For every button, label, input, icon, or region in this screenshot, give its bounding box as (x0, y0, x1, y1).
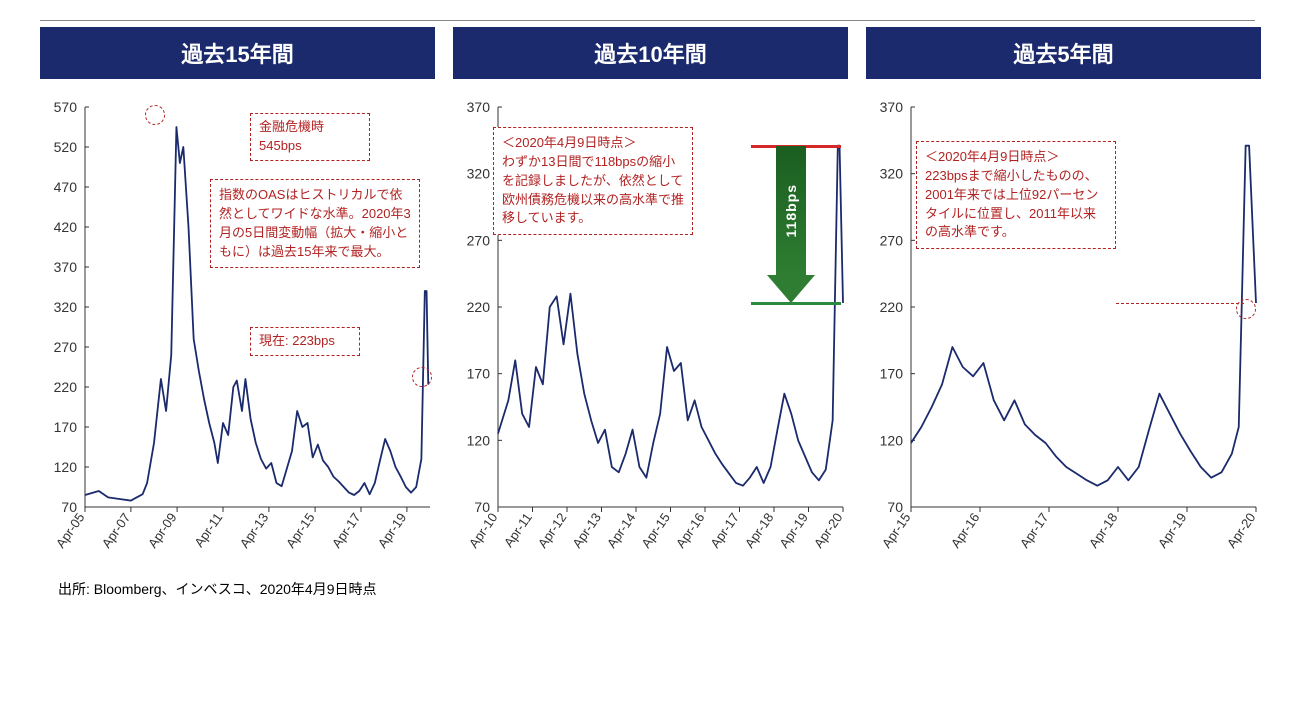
svg-text:120: 120 (54, 459, 78, 475)
panel-15y-title: 過去15年間 (40, 27, 435, 79)
svg-text:170: 170 (54, 419, 78, 435)
panel-5y-chartwrap: 70120170220270320370Apr-15Apr-16Apr-17Ap… (866, 97, 1261, 567)
svg-text:Apr-16: Apr-16 (673, 510, 708, 551)
svg-text:Apr-17: Apr-17 (1017, 510, 1052, 551)
svg-text:420: 420 (54, 219, 78, 235)
svg-text:Apr-10: Apr-10 (466, 510, 501, 551)
arrow-label: 118bps (783, 184, 799, 237)
marker-current-circle (412, 367, 432, 387)
panel-10y-title: 過去10年間 (453, 27, 848, 79)
marker-gfc-circle (145, 105, 165, 125)
callout-current: 現在: 223bps (250, 327, 360, 356)
dashed-hline (1116, 303, 1244, 304)
source-line: 出所: Bloomberg、インベスコ、2020年4月9日時点 (58, 579, 1255, 599)
svg-text:Apr-19: Apr-19 (776, 510, 811, 551)
svg-text:Apr-18: Apr-18 (1086, 510, 1121, 551)
svg-text:Apr-19: Apr-19 (1155, 510, 1190, 551)
callout-percentile: ＜2020年4月9日時点＞223bpsまで縮小したものの、2001年来では上位9… (916, 141, 1116, 249)
panel-5y: 過去5年間 70120170220270320370Apr-15Apr-16Ap… (866, 27, 1261, 567)
svg-text:Apr-13: Apr-13 (237, 510, 272, 551)
svg-text:Apr-05: Apr-05 (53, 510, 88, 551)
svg-text:220: 220 (467, 299, 491, 315)
svg-text:370: 370 (467, 99, 491, 115)
svg-text:Apr-13: Apr-13 (569, 510, 604, 551)
svg-text:120: 120 (467, 432, 491, 448)
svg-text:Apr-11: Apr-11 (501, 510, 535, 550)
svg-text:570: 570 (54, 99, 78, 115)
svg-text:Apr-15: Apr-15 (879, 510, 914, 551)
panel-10y-chartwrap: 70120170220270320370Apr-10Apr-11Apr-12Ap… (453, 97, 848, 567)
panels-row: 過去15年間 70120170220270320370420470520570A… (40, 27, 1255, 567)
svg-text:Apr-14: Apr-14 (604, 510, 639, 551)
svg-text:520: 520 (54, 139, 78, 155)
top-rule (40, 20, 1255, 21)
callout-historical: 指数のOASはヒストリカルで依然としてワイドな水準。2020年3月の5日間変動幅… (210, 179, 420, 268)
svg-text:370: 370 (880, 99, 904, 115)
svg-text:Apr-07: Apr-07 (99, 510, 134, 551)
svg-text:170: 170 (880, 366, 904, 382)
svg-text:Apr-19: Apr-19 (375, 510, 410, 551)
page-root: 過去15年間 70120170220270320370420470520570A… (0, 0, 1295, 619)
svg-text:320: 320 (467, 166, 491, 182)
svg-text:Apr-11: Apr-11 (191, 510, 225, 550)
panel-15y-svg: 70120170220270320370420470520570Apr-05Ap… (40, 97, 435, 567)
svg-text:320: 320 (54, 299, 78, 315)
svg-text:220: 220 (880, 299, 904, 315)
svg-text:270: 270 (880, 232, 904, 248)
svg-text:Apr-15: Apr-15 (283, 510, 318, 551)
svg-text:Apr-16: Apr-16 (948, 510, 983, 551)
narrowing-arrow: 118bps (767, 146, 815, 303)
svg-text:220: 220 (54, 379, 78, 395)
panel-5y-title: 過去5年間 (866, 27, 1261, 79)
callout-narrowing: ＜2020年4月9日時点＞わずか13日間で118bpsの縮小を記録しましたが、依… (493, 127, 693, 235)
panel-15y: 過去15年間 70120170220270320370420470520570A… (40, 27, 435, 567)
svg-text:Apr-17: Apr-17 (329, 510, 364, 551)
svg-text:320: 320 (880, 166, 904, 182)
svg-text:Apr-12: Apr-12 (535, 510, 570, 551)
svg-text:270: 270 (467, 232, 491, 248)
svg-text:Apr-17: Apr-17 (707, 510, 742, 551)
callout-gfc: 金融危機時545bps (250, 113, 370, 161)
panel-10y: 過去10年間 70120170220270320370Apr-10Apr-11A… (453, 27, 848, 567)
svg-text:170: 170 (467, 366, 491, 382)
svg-text:120: 120 (880, 432, 904, 448)
marker-endpoint-circle (1236, 299, 1256, 319)
svg-text:470: 470 (54, 179, 78, 195)
panel-15y-chartwrap: 70120170220270320370420470520570Apr-05Ap… (40, 97, 435, 567)
svg-text:Apr-09: Apr-09 (145, 510, 180, 551)
svg-text:Apr-20: Apr-20 (1224, 510, 1259, 551)
svg-text:Apr-20: Apr-20 (811, 510, 846, 551)
svg-text:370: 370 (54, 259, 78, 275)
svg-text:Apr-18: Apr-18 (742, 510, 777, 551)
svg-text:270: 270 (54, 339, 78, 355)
svg-text:Apr-15: Apr-15 (638, 510, 673, 551)
